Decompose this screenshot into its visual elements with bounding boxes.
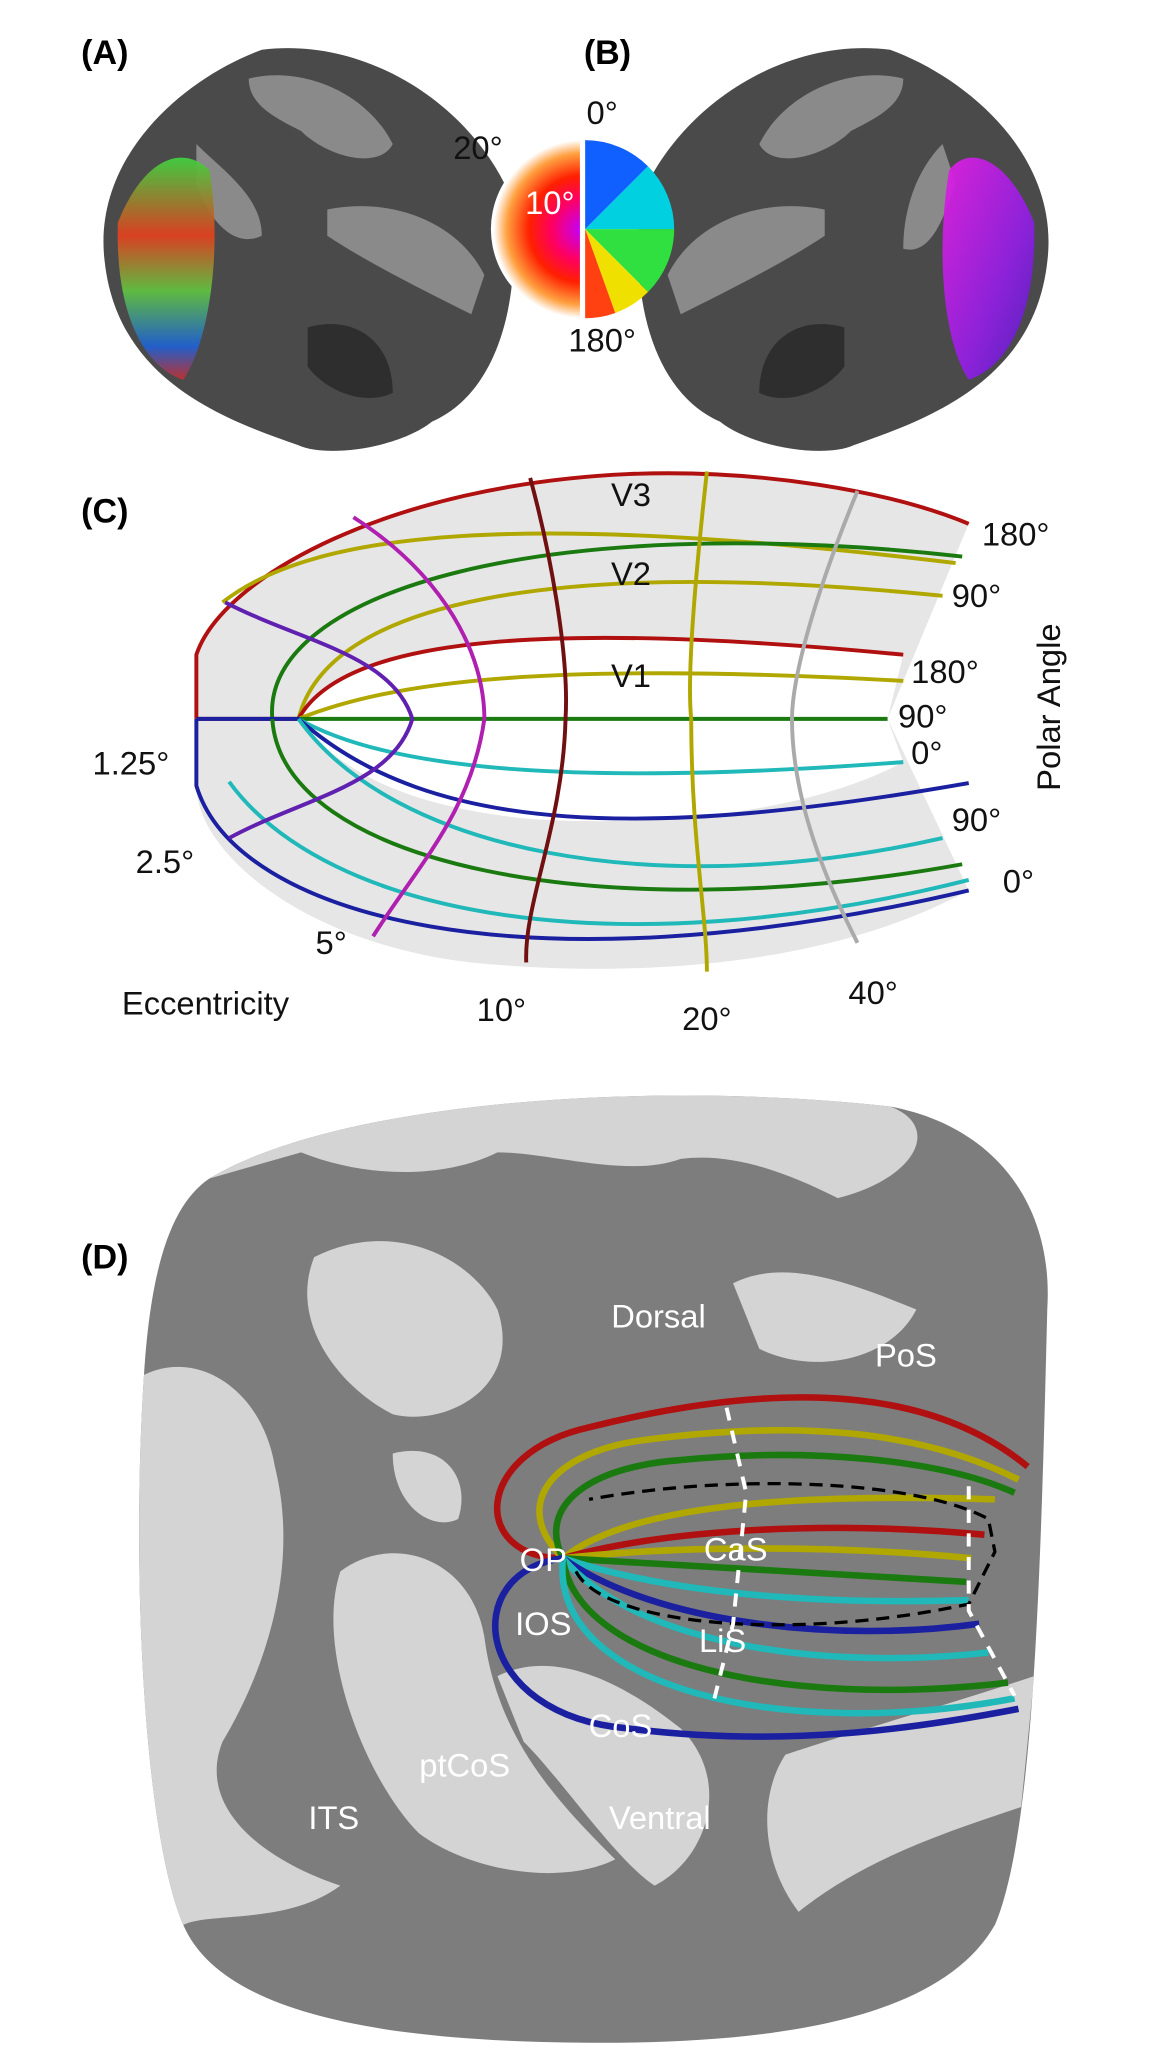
- brain-left: [103, 48, 514, 451]
- key-label: 180°: [568, 322, 636, 359]
- eccentricity-label: 2.5°: [136, 843, 195, 880]
- polar-angle-label: 0°: [1003, 863, 1034, 900]
- sulcus-label: PoS: [875, 1337, 937, 1374]
- polar-angle-label: 90°: [952, 577, 1001, 614]
- sulcus-label: OP: [520, 1541, 567, 1578]
- eccentricity-label: 1.25°: [93, 745, 170, 782]
- sulcus-label: ptCoS: [419, 1746, 510, 1783]
- eccentricity-title: Eccentricity: [122, 984, 290, 1021]
- eccentricity-key: [490, 140, 580, 319]
- polar-angle-title: Polar Angle: [1030, 623, 1067, 790]
- panel-label: (A): [81, 34, 128, 72]
- eccentricity-label: 5°: [316, 924, 347, 961]
- sulcus-label: ITS: [308, 1799, 359, 1836]
- polar-angle-label: 90°: [952, 801, 1001, 838]
- sulcus-label: Dorsal: [611, 1297, 706, 1334]
- eccentricity-label: 40°: [848, 974, 897, 1011]
- polar-angle-label: 180°: [982, 516, 1050, 553]
- panel-label: (D): [81, 1239, 128, 1277]
- area-label: V3: [611, 476, 651, 513]
- area-label: V2: [611, 555, 651, 592]
- panel-label: (B): [584, 34, 631, 72]
- key-label: 10°: [525, 184, 574, 221]
- eccentricity-label: 10°: [477, 991, 526, 1028]
- sulcus-label: Ventral: [609, 1799, 711, 1836]
- visual-field-map: [194, 471, 970, 972]
- brain-right: [638, 48, 1049, 451]
- key-label: 0°: [587, 94, 618, 131]
- flat-map: [139, 1095, 1048, 2043]
- sulcus-label: CoS: [589, 1707, 653, 1744]
- eccentricity-label: 20°: [682, 1000, 731, 1037]
- panel-label: (C): [81, 492, 128, 530]
- polar-angle-label: 90°: [898, 698, 947, 735]
- color-key: [490, 140, 675, 319]
- polar-angle-label: 0°: [911, 734, 942, 771]
- polar-angle-label: 180°: [911, 653, 979, 690]
- area-label: V1: [611, 657, 651, 694]
- polar-angle-key: [585, 140, 675, 319]
- sulcus-label: CaS: [704, 1530, 768, 1567]
- sulcus-label: LiS: [699, 1622, 746, 1659]
- key-label: 20°: [453, 129, 502, 166]
- sulcus-label: IOS: [515, 1605, 571, 1642]
